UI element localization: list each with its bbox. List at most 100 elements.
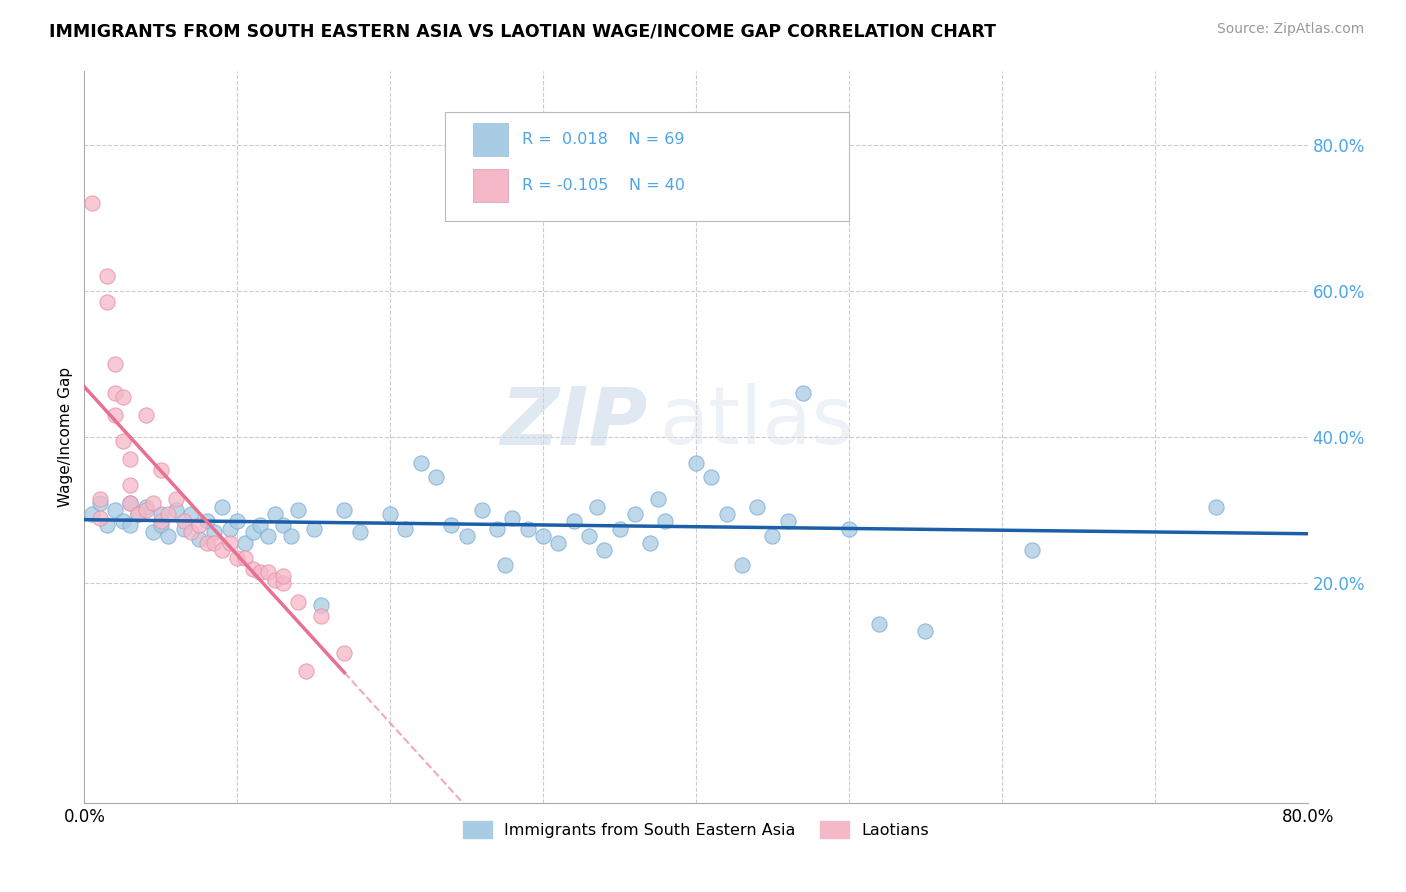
Point (120, 452, 142, 467)
Point (578, 529, 600, 543)
Point (333, 503, 356, 517)
Point (111, 434, 134, 448)
Point (471, 503, 494, 517)
Point (165, 492, 187, 507)
Point (264, 573, 287, 587)
Point (142, 496, 165, 510)
Point (271, 576, 294, 591)
Point (502, 510, 524, 524)
Legend: Immigrants from South Eastern Asia, Laotians: Immigrants from South Eastern Asia, Laot… (456, 814, 936, 846)
Y-axis label: Wage/Income Gap: Wage/Income Gap (58, 367, 73, 508)
Point (111, 514, 134, 528)
Point (104, 408, 127, 422)
Point (218, 536, 240, 550)
Point (211, 543, 233, 558)
Point (120, 496, 142, 510)
Point (226, 550, 249, 565)
Point (96, 269, 118, 284)
Point (233, 550, 256, 565)
Point (104, 503, 127, 517)
Point (202, 536, 225, 550)
Point (547, 536, 569, 550)
Text: IMMIGRANTS FROM SOUTH EASTERN ASIA VS LAOTIAN WAGE/INCOME GAP CORRELATION CHART: IMMIGRANTS FROM SOUTH EASTERN ASIA VS LA… (49, 22, 997, 40)
Point (180, 507, 202, 521)
Text: R = -0.105    N = 40: R = -0.105 N = 40 (522, 178, 685, 194)
Point (142, 525, 165, 540)
FancyBboxPatch shape (474, 169, 508, 202)
Point (111, 390, 134, 404)
Point (80, 507, 103, 521)
Point (271, 569, 294, 583)
Point (685, 456, 707, 470)
Point (127, 507, 149, 521)
Point (271, 517, 294, 532)
Point (89, 510, 111, 524)
Point (761, 529, 783, 543)
Point (165, 503, 187, 517)
Text: R =  0.018    N = 69: R = 0.018 N = 69 (522, 132, 685, 147)
Point (233, 536, 256, 550)
Point (104, 357, 127, 371)
Point (120, 517, 142, 532)
Point (80, 196, 103, 211)
Point (776, 514, 799, 528)
Point (157, 507, 180, 521)
Point (562, 514, 585, 528)
Point (249, 566, 271, 580)
Point (409, 456, 432, 470)
Point (96, 517, 118, 532)
Point (333, 646, 356, 660)
Point (195, 514, 218, 528)
Point (89, 496, 111, 510)
Point (486, 521, 509, 535)
Point (249, 517, 271, 532)
Point (1021, 543, 1043, 558)
Point (96, 294, 118, 309)
Point (211, 500, 233, 514)
FancyBboxPatch shape (446, 112, 849, 221)
Point (716, 507, 738, 521)
Point (135, 503, 157, 517)
Point (1205, 500, 1227, 514)
Point (838, 521, 860, 535)
Point (494, 558, 516, 573)
Point (311, 599, 333, 613)
Point (242, 562, 264, 576)
Point (609, 521, 631, 535)
Point (700, 470, 723, 484)
Point (311, 609, 333, 624)
Point (202, 525, 225, 540)
Point (731, 558, 754, 573)
Point (914, 624, 936, 638)
Point (585, 500, 607, 514)
Point (440, 517, 463, 532)
Point (425, 470, 447, 484)
Point (173, 521, 195, 535)
Point (195, 536, 218, 550)
FancyBboxPatch shape (474, 123, 508, 156)
Point (380, 507, 402, 521)
Text: ZIP: ZIP (499, 384, 647, 461)
Point (302, 521, 325, 535)
Point (287, 503, 309, 517)
Point (180, 525, 202, 540)
Point (120, 477, 142, 491)
Point (135, 408, 157, 422)
Text: atlas: atlas (659, 384, 853, 461)
Point (149, 463, 172, 477)
Point (226, 514, 249, 528)
Point (593, 543, 616, 558)
Point (173, 514, 195, 528)
Point (638, 536, 661, 550)
Point (792, 386, 814, 401)
Point (531, 529, 554, 543)
Point (188, 517, 211, 532)
Point (257, 566, 280, 580)
Point (869, 616, 891, 631)
Point (135, 500, 157, 514)
Point (149, 507, 172, 521)
Point (295, 664, 318, 678)
Point (349, 525, 371, 540)
Point (264, 507, 287, 521)
Point (624, 507, 647, 521)
